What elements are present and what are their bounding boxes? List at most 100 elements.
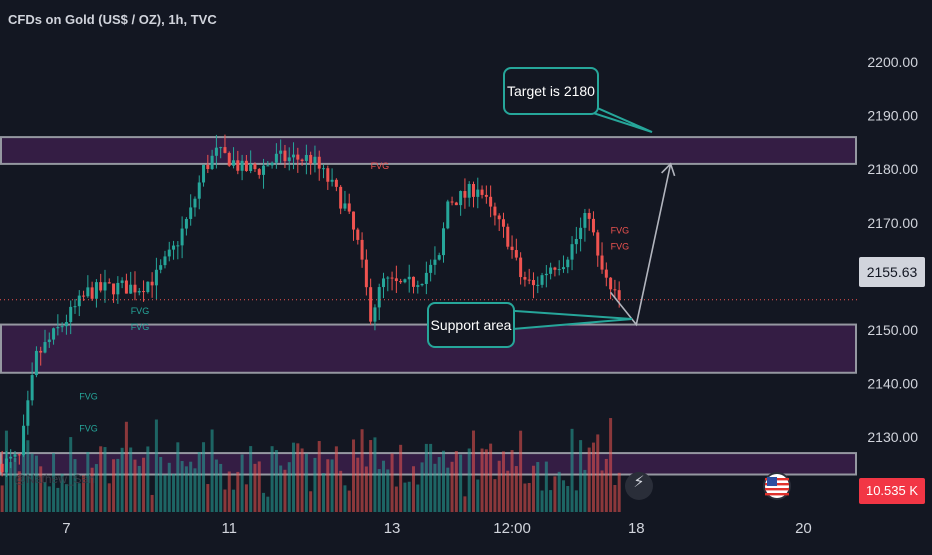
candle-body [506,226,510,247]
volume-bar [142,457,146,512]
volume-bar [184,466,188,512]
volume-bar [22,443,26,512]
candle-body [223,147,227,153]
candle-body [146,281,150,293]
candle-body [296,154,300,160]
volume-bar [176,442,180,512]
volume-bar [262,492,266,512]
candle-body [206,164,210,169]
candle-body [523,277,527,280]
volume-bar [124,421,128,512]
candle-body [17,454,21,456]
volume-bar [73,459,77,512]
candle-body [441,228,445,256]
projection-path [609,163,672,327]
volume-bar [86,451,90,512]
candle-body [339,186,343,209]
current-price-tag: 2155.63 [859,257,925,287]
volume-bar [279,465,283,512]
candle-body [159,265,163,270]
candle-body [343,203,347,209]
volume-bar [450,461,454,512]
volume-bar [274,449,278,512]
candle-body [292,154,296,158]
volume-bar [94,464,98,512]
candle-body [9,456,13,459]
volume-bar [304,453,308,512]
candle-body [553,267,557,270]
volume-bar [270,446,274,512]
y-tick-label: 2140.00 [867,375,918,391]
fvg-label: FVG [611,226,630,236]
fvg-label: FVG [79,392,98,402]
candle-body [120,280,124,283]
candle-body [394,278,398,282]
candle-body [112,283,116,295]
x-tick-label: 11 [221,520,237,537]
x-tick-label: 20 [795,520,812,537]
volume-bar [583,469,587,512]
volume-bar [591,442,595,512]
chart-title: CFDs on Gold (US$ / OZ), 1h, TVC [8,12,217,27]
volume-bar [13,458,17,512]
candle-body [476,189,480,197]
volume-bar [26,440,30,512]
volume-bar [197,452,201,512]
candle-body [420,283,424,286]
candle-body [317,156,321,169]
candle-body [47,339,51,343]
volume-bar [403,482,407,512]
candle-body [604,269,608,278]
volume-bar [360,429,364,512]
volume-bar [480,448,484,512]
candle-body [583,213,587,228]
candle-body [574,238,578,245]
volume-bar [514,466,518,512]
candle-body [489,196,493,207]
candle-body [236,160,240,171]
volume-bar [501,451,505,512]
candle-body [167,249,171,257]
candle-body [86,287,90,297]
volume-bar [159,456,163,512]
candle-body [566,259,570,268]
candle-body [561,267,565,270]
volume-bar [609,418,613,512]
candle-body [129,284,133,294]
lightning-icon[interactable]: ⚡ [625,472,653,500]
volume-bar [77,483,81,512]
volume-bar [17,471,21,512]
volume-bar [56,487,60,512]
volume-bar [394,486,398,512]
volume-bar [613,484,617,512]
volume-bar [64,484,68,512]
candle-body [433,259,437,265]
volume-bar [150,494,154,512]
volume-bar [523,483,527,512]
volume-bar [90,467,94,512]
volume-bar [116,458,120,512]
volume-bar [544,461,548,512]
candle-body [103,282,107,291]
volume-bar [0,485,4,512]
candle-body [193,198,197,208]
candle-body [279,150,283,154]
us-flag-icon[interactable] [763,472,791,500]
volume-bar [202,442,206,512]
support-callout[interactable]: Support area [427,302,515,348]
volume-bar [531,465,535,512]
volume-bar [382,460,386,512]
candle-body [107,282,111,284]
volume-bar [317,441,321,512]
fvg-label: FVG [611,242,630,252]
volume-bar [146,446,150,512]
candle-body [424,272,428,284]
candle-body [330,179,334,182]
volume-bar [484,449,488,512]
candle-body [163,256,167,266]
target-callout[interactable]: Target is 2180 [503,67,599,115]
candle-body [0,463,4,473]
volume-bar [257,461,261,512]
